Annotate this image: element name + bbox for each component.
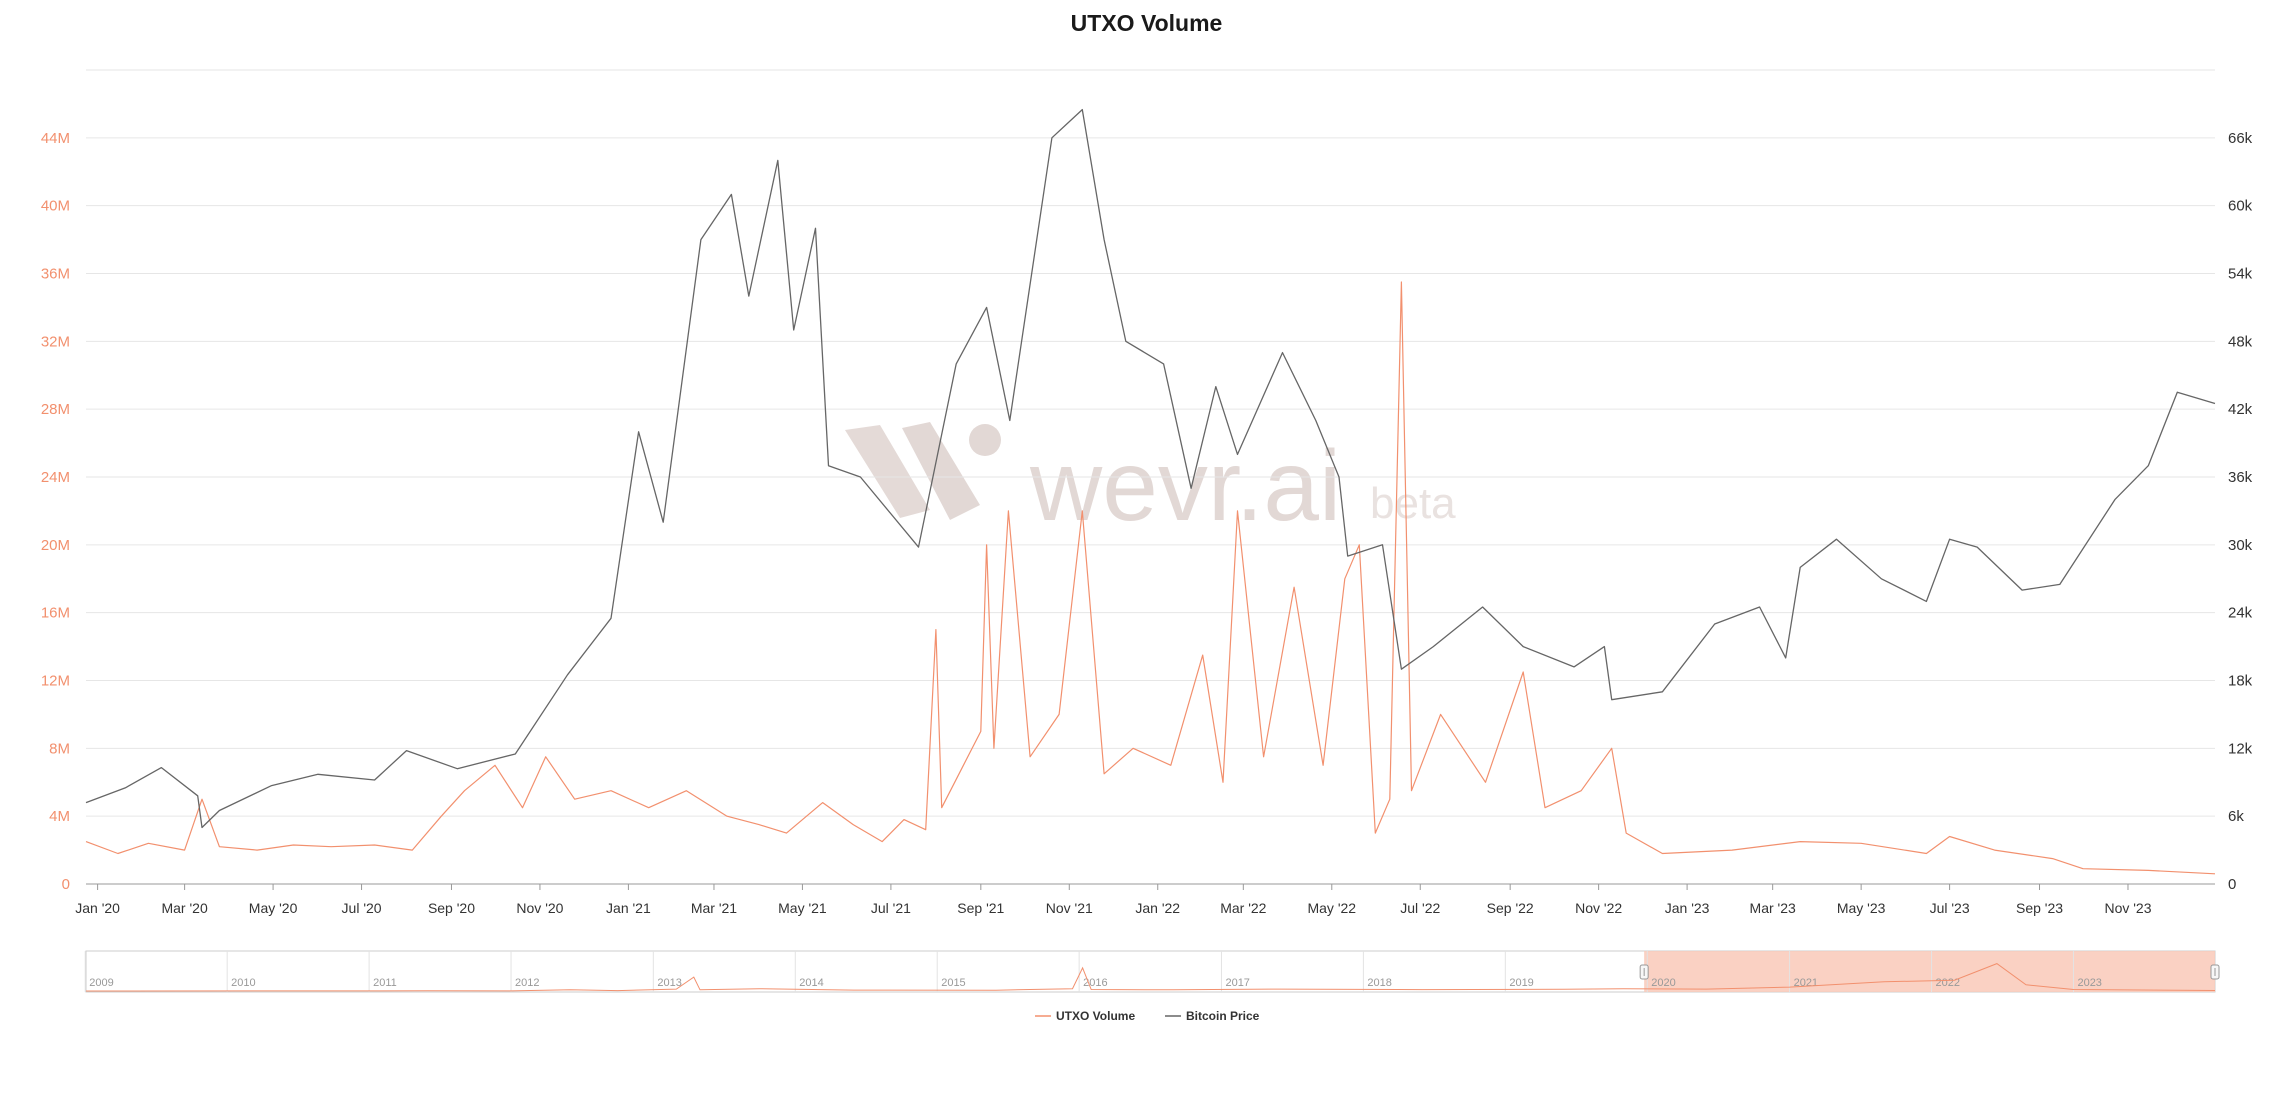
left-tick-label: 20M [41, 537, 70, 554]
watermark-beta: beta [1370, 479, 1456, 528]
x-tick-label: Jul '21 [871, 900, 911, 916]
x-tick-label: Jul '23 [1930, 900, 1970, 916]
x-tick-label: May '20 [249, 900, 298, 916]
x-tick-label: Nov '21 [1046, 900, 1093, 916]
x-tick-label: Mar '21 [691, 900, 737, 916]
navigator-year-label: 2016 [1083, 977, 1107, 989]
legend: UTXO Volume Bitcoin Price [1035, 1009, 1260, 1023]
x-tick-label: Nov '20 [516, 900, 563, 916]
legend-item-bitcoin-price[interactable]: Bitcoin Price [1186, 1009, 1260, 1023]
x-axis: Jan '20 Mar '20 May '20 Jul '20 Sep '20 Nov '… [75, 884, 2152, 916]
watermark-logo: wevr.ai beta [845, 422, 1456, 542]
navigator-year-label: 2009 [89, 977, 113, 989]
navigator-year-label: 2019 [1509, 977, 1533, 989]
navigator-year-label: 2011 [373, 977, 397, 989]
navigator-year-label: 2021 [1794, 977, 1818, 989]
left-tick-label: 24M [41, 469, 70, 486]
left-tick-label: 36M [41, 266, 70, 283]
watermark-brand: wevr.ai [1029, 430, 1341, 542]
navigator-selection[interactable] [1644, 951, 2215, 992]
right-axis: 0 6k 12k 18k 24k 30k 36k 42k 48k 54k 60k 66k [2228, 130, 2253, 893]
x-tick-label: Nov '22 [1575, 900, 1622, 916]
x-tick-label: Jan '22 [1135, 900, 1180, 916]
navigator-year-label: 2010 [231, 977, 255, 989]
right-tick-label: 48k [2228, 333, 2253, 350]
legend-item-utxo-volume[interactable]: UTXO Volume [1056, 1009, 1135, 1023]
x-tick-label: May '22 [1307, 900, 1356, 916]
x-tick-label: Jan '20 [75, 900, 120, 916]
x-tick-label: Nov '23 [2104, 900, 2151, 916]
navigator-year-label: 2023 [2077, 977, 2101, 989]
right-tick-label: 36k [2228, 469, 2253, 486]
grid-lines [86, 69, 2215, 885]
x-tick-label: Sep '22 [1487, 900, 1534, 916]
left-tick-label: 0 [62, 876, 70, 893]
right-tick-label: 66k [2228, 130, 2253, 147]
left-tick-label: 16M [41, 605, 70, 622]
range-navigator[interactable]: 2009 2010 2011 2012 2013 2014 2015 2016 2017 2018… [84, 950, 2220, 993]
bitcoin-price-line [85, 108, 2216, 829]
x-tick-label: Sep '23 [2016, 900, 2063, 916]
navigator-year-label: 2013 [657, 977, 681, 989]
right-tick-label: 18k [2228, 673, 2253, 690]
right-tick-label: 6k [2228, 808, 2244, 825]
utxo-volume-line [85, 281, 2216, 875]
x-tick-label: May '23 [1837, 900, 1886, 916]
left-tick-label: 44M [41, 130, 70, 147]
x-tick-label: Jan '23 [1665, 900, 1710, 916]
watermark-logo-dot [969, 424, 1001, 456]
navigator-year-label: 2018 [1367, 977, 1391, 989]
x-tick-label: Sep '21 [957, 900, 1004, 916]
navigator-year-label: 2017 [1225, 977, 1249, 989]
navigator-year-label: 2022 [1936, 977, 1960, 989]
navigator-year-label: 2015 [941, 977, 965, 989]
left-axis: 0 4M 8M 12M 16M 20M 24M 28M 32M 36M 40M 44M [41, 130, 70, 893]
left-tick-label: 4M [49, 808, 70, 825]
x-tick-label: Mar '20 [161, 900, 207, 916]
left-tick-label: 28M [41, 401, 70, 418]
navigator-year-label: 2020 [1651, 977, 1675, 989]
navigator-year-label: 2014 [799, 977, 823, 989]
right-tick-label: 12k [2228, 740, 2253, 757]
left-tick-label: 12M [41, 673, 70, 690]
x-tick-label: Jul '22 [1400, 900, 1440, 916]
navigator-year-label: 2012 [515, 977, 539, 989]
x-tick-label: May '21 [778, 900, 827, 916]
x-tick-label: Jul '20 [342, 900, 382, 916]
left-tick-label: 32M [41, 333, 70, 350]
watermark-logo-mark [902, 422, 980, 520]
x-tick-label: Mar '22 [1220, 900, 1266, 916]
right-tick-label: 60k [2228, 198, 2253, 215]
right-tick-label: 54k [2228, 266, 2253, 283]
x-tick-label: Mar '23 [1750, 900, 1796, 916]
x-tick-label: Jan '21 [606, 900, 651, 916]
watermark-logo-mark [845, 425, 930, 518]
left-tick-label: 40M [41, 198, 70, 215]
right-tick-label: 30k [2228, 537, 2253, 554]
plot-area [85, 108, 2216, 875]
right-tick-label: 0 [2228, 876, 2236, 893]
left-tick-label: 8M [49, 740, 70, 757]
x-tick-label: Sep '20 [428, 900, 475, 916]
chart-title: UTXO Volume [1070, 10, 1223, 36]
right-tick-label: 24k [2228, 605, 2253, 622]
navigator-overview-line [85, 963, 2216, 992]
right-tick-label: 42k [2228, 401, 2253, 418]
